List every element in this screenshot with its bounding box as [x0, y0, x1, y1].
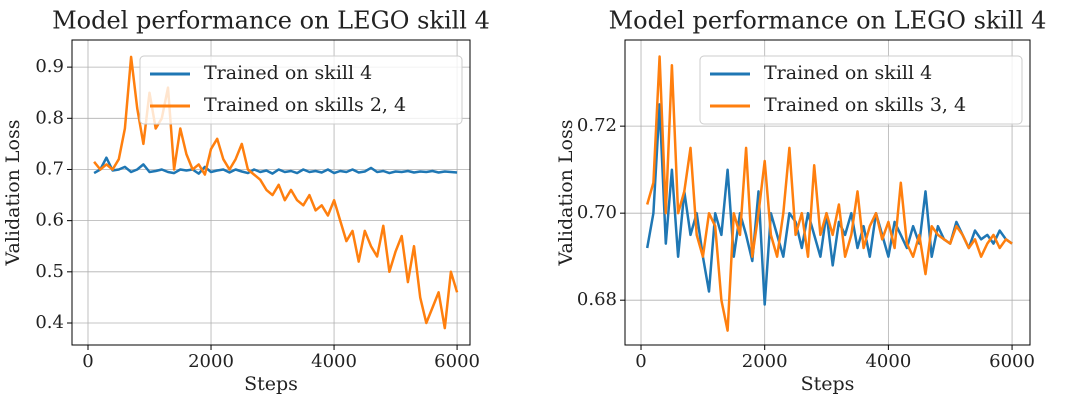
y-tick-label: 0.8 — [35, 107, 64, 128]
x-tick-label: 2000 — [188, 351, 234, 372]
y-tick-label: 0.70 — [577, 202, 617, 223]
x-tick-label: 0 — [635, 351, 646, 372]
x-axis-label: Steps — [801, 373, 855, 395]
series-line — [645, 55, 1013, 332]
legend-label: Trained on skills 2, 4 — [204, 94, 406, 116]
x-tick-label: 6000 — [434, 351, 480, 372]
series-line — [93, 156, 458, 175]
x-tick-label: 6000 — [989, 351, 1035, 372]
x-tick-label: 4000 — [311, 351, 357, 372]
legend-box — [139, 55, 463, 125]
y-tick-label: 0.72 — [577, 115, 617, 136]
plot-frame — [71, 39, 471, 346]
chart-title: Model performance on LEGO skill 4 — [609, 7, 1047, 35]
series-line — [645, 103, 1013, 306]
y-tick-label: 0.68 — [577, 289, 617, 310]
y-axis-label: Validation Loss — [2, 120, 24, 267]
y-tick-label: 0.7 — [35, 158, 64, 179]
legend-label: Trained on skills 3, 4 — [764, 94, 966, 116]
x-tick-label: 4000 — [865, 351, 911, 372]
y-tick-label: 0.5 — [35, 261, 64, 282]
plot-frame — [624, 39, 1031, 346]
x-tick-label: 2000 — [742, 351, 788, 372]
legend-label: Trained on skill 4 — [764, 62, 932, 84]
legend-box — [699, 55, 1023, 125]
y-tick-label: 0.4 — [35, 312, 64, 333]
y-tick-label: 0.9 — [35, 56, 64, 77]
chart-title: Model performance on LEGO skill 4 — [52, 7, 490, 35]
y-axis-label: Validation Loss — [555, 120, 577, 267]
y-tick-label: 0.6 — [35, 210, 64, 231]
legend-label: Trained on skill 4 — [204, 62, 372, 84]
chart: Model performance on LEGO skill 4 0 2000 40… — [2, 7, 490, 396]
chart: Model performance on LEGO skill 4 0 2000 40… — [555, 7, 1046, 396]
x-tick-label: 0 — [82, 351, 93, 372]
x-axis-label: Steps — [244, 373, 298, 395]
